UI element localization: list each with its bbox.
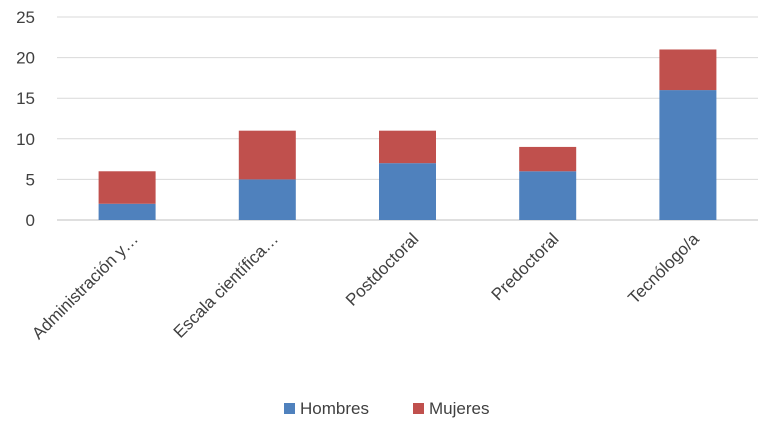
y-tick-label: 5 xyxy=(26,170,35,189)
x-category-label: Tecnólogo/a xyxy=(624,229,703,308)
y-tick-label: 25 xyxy=(16,8,35,27)
y-tick-label: 10 xyxy=(16,130,35,149)
y-tick-label: 0 xyxy=(26,211,35,230)
legend-label-hombres: Hombres xyxy=(300,399,369,418)
legend-swatch-mujeres xyxy=(413,403,424,414)
legend-swatch-hombres xyxy=(284,403,295,414)
bar-hombres xyxy=(659,90,717,220)
x-axis-categories: Administración y… Escala científica… Postd… xyxy=(28,229,703,343)
bar-mujeres xyxy=(519,146,577,172)
bar-mujeres xyxy=(379,130,436,164)
bar-hombres xyxy=(98,203,156,220)
x-category-label: Predoctoral xyxy=(488,229,563,304)
y-tick-label: 20 xyxy=(16,49,35,68)
y-axis-ticks: 0 5 10 15 20 25 xyxy=(16,8,35,230)
bars xyxy=(98,49,717,220)
legend-label-mujeres: Mujeres xyxy=(429,399,489,418)
legend: Hombres Mujeres xyxy=(284,399,489,418)
bar-hombres xyxy=(379,163,436,220)
bar-hombres xyxy=(519,171,577,220)
x-category-label: Postdoctoral xyxy=(342,229,422,309)
y-tick-label: 15 xyxy=(16,89,35,108)
bar-mujeres xyxy=(659,49,717,91)
bar-mujeres xyxy=(98,171,156,204)
x-category-label: Escala científica… xyxy=(170,229,282,341)
bar-hombres xyxy=(238,179,296,220)
x-category-label: Administración y… xyxy=(28,229,142,343)
bar-mujeres xyxy=(238,130,296,180)
